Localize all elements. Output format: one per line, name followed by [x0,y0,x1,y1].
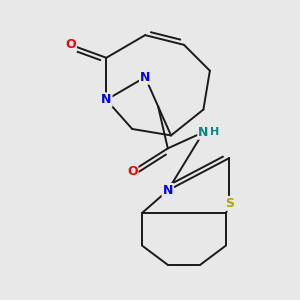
Text: N: N [198,126,208,139]
Text: O: O [127,164,137,178]
Text: O: O [65,38,76,51]
Text: N: N [140,71,150,84]
Text: H: H [210,127,219,137]
Text: S: S [225,197,234,210]
Text: N: N [101,93,112,106]
Text: N: N [163,184,173,197]
